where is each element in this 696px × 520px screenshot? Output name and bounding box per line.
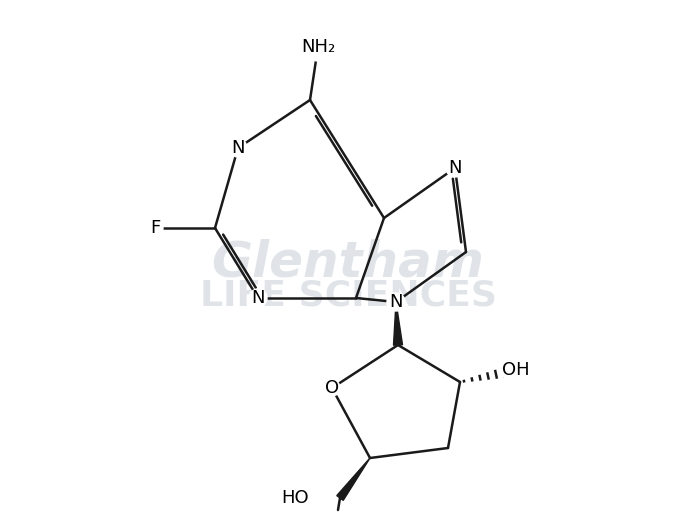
Circle shape bbox=[249, 289, 267, 307]
Text: F: F bbox=[150, 219, 160, 237]
Circle shape bbox=[281, 484, 309, 512]
Circle shape bbox=[147, 220, 163, 236]
Circle shape bbox=[387, 293, 405, 311]
Polygon shape bbox=[337, 458, 370, 500]
Circle shape bbox=[324, 380, 340, 396]
Text: OH: OH bbox=[503, 361, 530, 379]
Text: N: N bbox=[448, 159, 461, 177]
Text: NH₂: NH₂ bbox=[301, 38, 335, 56]
Text: LIFE SCIENCES: LIFE SCIENCES bbox=[200, 279, 496, 313]
Text: N: N bbox=[251, 289, 264, 307]
Text: N: N bbox=[389, 293, 403, 311]
Text: Glentham: Glentham bbox=[212, 238, 484, 286]
Circle shape bbox=[446, 159, 464, 177]
Text: HO: HO bbox=[281, 489, 309, 507]
Text: N: N bbox=[231, 139, 245, 157]
Circle shape bbox=[304, 33, 332, 61]
Circle shape bbox=[502, 356, 530, 384]
Text: O: O bbox=[325, 379, 339, 397]
Polygon shape bbox=[393, 302, 402, 345]
Circle shape bbox=[229, 139, 247, 157]
